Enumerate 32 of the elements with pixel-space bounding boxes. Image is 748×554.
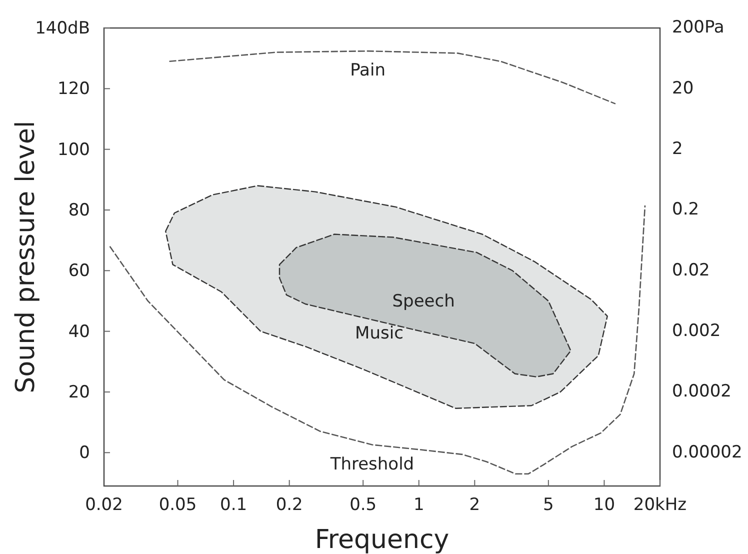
y-tick-label: 100: [58, 140, 90, 160]
x-tick-label: 2: [469, 495, 480, 516]
text: 2: [672, 138, 683, 159]
text: 200Pa: [672, 18, 724, 38]
y-tick-label: 120: [58, 79, 90, 100]
y-axis-title: Sound pressure level: [11, 120, 41, 394]
text: 0.002: [672, 320, 721, 341]
x-tick-label: 20kHz: [633, 495, 687, 516]
x-tick-label: 0.02: [85, 495, 123, 516]
series-label: Speech: [392, 292, 455, 312]
x-tick-label: 10: [593, 495, 616, 516]
x-tick-label: 0.1: [220, 495, 248, 516]
y-tick-label: 20: [68, 382, 90, 402]
x-axis-title: Frequency: [314, 525, 450, 554]
x-tick-label: 0.05: [158, 495, 197, 516]
text: 0.2: [672, 200, 700, 220]
y-tick-label: 40: [68, 322, 90, 342]
y-tick-label: 60: [68, 261, 90, 282]
text: 0.0002: [672, 382, 732, 402]
y-tick-label: 140dB: [35, 18, 90, 38]
x-tick-label: 1: [413, 495, 424, 516]
x-tick-label: 5: [543, 495, 554, 516]
x-tick-label: 0.5: [350, 495, 377, 516]
text: 0.02: [672, 260, 710, 280]
series-label: Pain: [350, 60, 386, 81]
y-tick-label: 0: [79, 443, 90, 464]
text: 20: [672, 78, 694, 98]
text: 0.00002: [672, 442, 742, 462]
y-tick-label: 80: [68, 200, 90, 220]
series-label: Music: [355, 324, 404, 344]
series-label: Threshold: [329, 454, 414, 474]
x-tick-label: 0.2: [276, 495, 303, 516]
